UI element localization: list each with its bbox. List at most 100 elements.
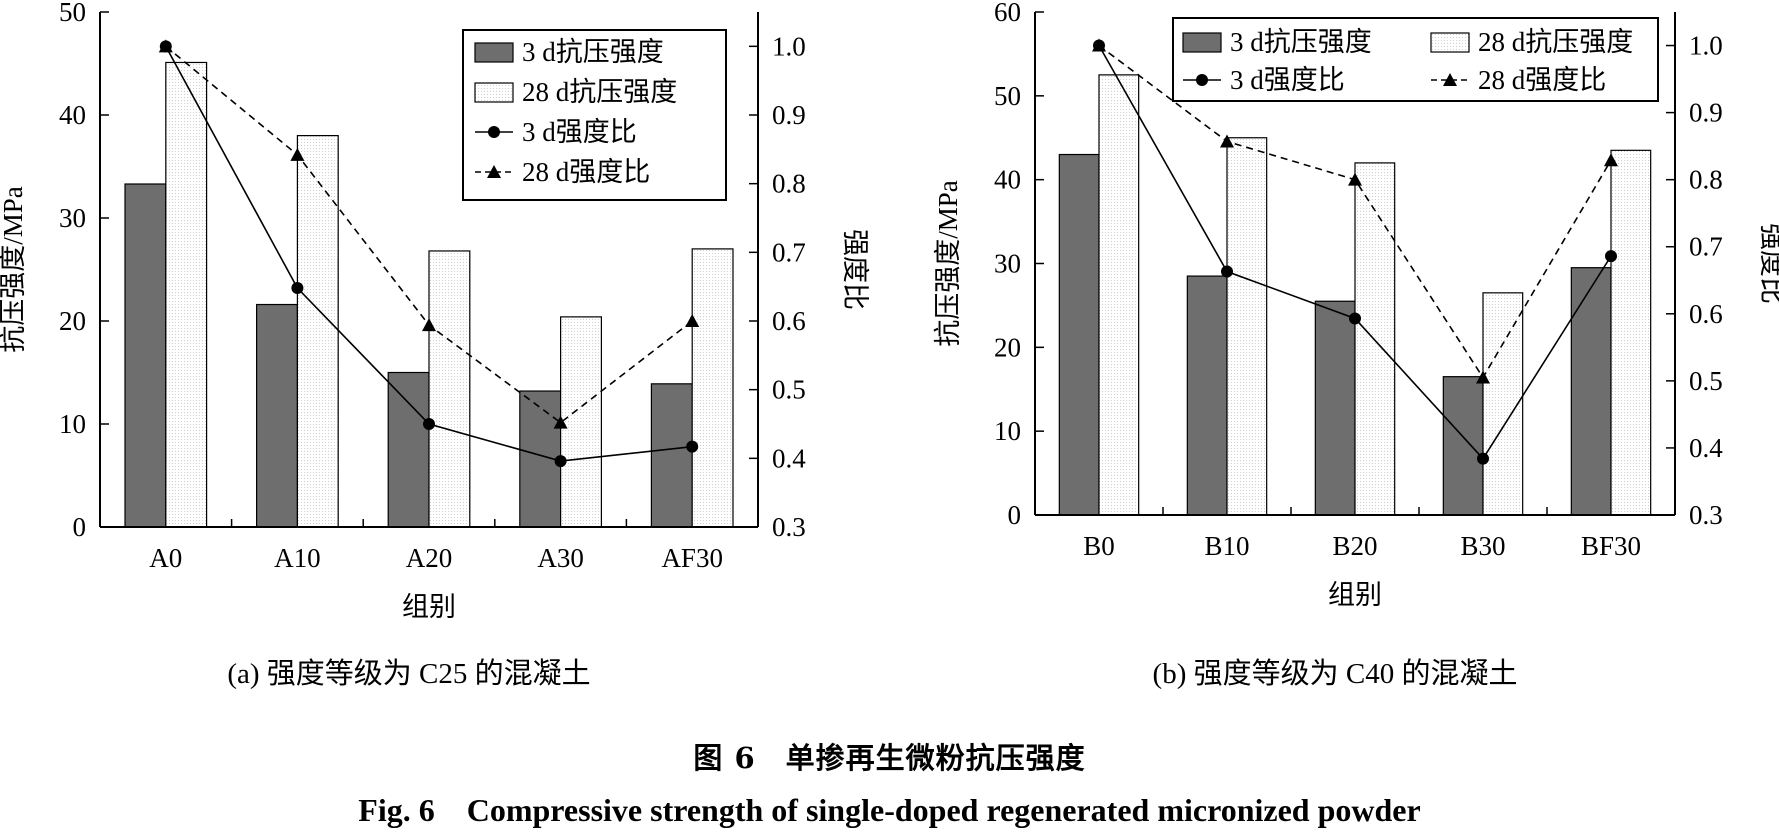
x-tick-label: BF30 xyxy=(1581,531,1641,561)
bar-3d-B20 xyxy=(1314,300,1356,516)
y-tick-label: 50 xyxy=(994,81,1021,111)
y-axis-label: 抗压强度/MPa xyxy=(933,180,963,347)
bar-28d-B20 xyxy=(1354,162,1396,516)
y-tick-label: 40 xyxy=(59,100,86,130)
point-28d-ratio-B10 xyxy=(1220,134,1234,148)
y-tick-label: 0 xyxy=(1008,500,1022,530)
bar-28d-AF30 xyxy=(691,248,734,528)
legend-symbol xyxy=(475,165,513,178)
legend-symbol xyxy=(474,82,514,103)
point-3d-ratio-AF30 xyxy=(686,440,699,453)
legend-swatch xyxy=(474,82,514,103)
legend-swatch xyxy=(1182,32,1222,53)
y2-tick-label: 0.6 xyxy=(772,306,806,336)
y-tick-label: 60 xyxy=(994,0,1021,27)
bar-28d-A20 xyxy=(428,250,471,528)
legend-swatch xyxy=(1430,32,1470,53)
legend-label: 3 d强度比 xyxy=(522,117,637,147)
point-28d-ratio-B20 xyxy=(1348,172,1362,186)
point-28d-ratio-BF30 xyxy=(1604,153,1618,167)
y-tick-label: 20 xyxy=(59,306,86,336)
point-28d-ratio-A20 xyxy=(422,318,436,332)
bar-3d-B10 xyxy=(1186,275,1228,516)
bar-28d-BF30 xyxy=(1610,149,1652,516)
legend-label: 28 d强度比 xyxy=(522,157,650,187)
point-3d-ratio-B30 xyxy=(1477,452,1489,465)
bar-28d-A0 xyxy=(165,61,208,528)
legend-label: 3 d强度比 xyxy=(1230,65,1345,95)
y2-tick-label: 0.9 xyxy=(772,100,806,130)
bar-28d-A10 xyxy=(296,135,339,528)
legend-label: 28 d抗压强度 xyxy=(1478,27,1633,57)
point-28d-ratio-AF30 xyxy=(685,314,700,327)
point-3d-ratio-A20 xyxy=(423,418,435,430)
legend-box xyxy=(1172,17,1659,102)
chart-subtitle: (b) 强度等级为 C40 的混凝土 xyxy=(1153,657,1518,690)
y2-tick-label: 0.3 xyxy=(772,512,806,542)
x-tick-label: B10 xyxy=(1204,531,1249,561)
legend-swatch xyxy=(474,42,514,63)
point-3d-ratio-B20 xyxy=(1349,312,1361,325)
y2-tick-label: 0.7 xyxy=(1689,232,1723,262)
x-tick-label: B30 xyxy=(1460,531,1505,561)
bar-3d-B30 xyxy=(1442,376,1484,516)
point-28d-ratio-A10 xyxy=(290,147,305,161)
legend: 3 d抗压强度 28 d抗压强度 3 d强度比 28 d强度比 xyxy=(462,29,727,201)
point-3d-ratio-A10 xyxy=(291,282,304,295)
y2-tick-label: 1.0 xyxy=(1689,31,1723,61)
point-3d-ratio-B0 xyxy=(1093,39,1105,52)
bar-3d-B0 xyxy=(1058,153,1100,516)
legend-marker xyxy=(487,165,501,178)
y2-tick-label: 0.4 xyxy=(772,443,806,473)
legend-label: 28 d抗压强度 xyxy=(522,77,677,107)
bar-3d-A10 xyxy=(256,303,299,528)
x-axis-label: 组别 xyxy=(1328,580,1382,610)
point-3d-ratio-A0 xyxy=(159,40,172,53)
bar-3d-A20 xyxy=(387,371,430,528)
y-tick-label: 10 xyxy=(59,409,86,439)
x-tick-label: B20 xyxy=(1332,531,1377,561)
point-3d-ratio-BF30 xyxy=(1605,250,1617,263)
legend: 3 d抗压强度 28 d抗压强度 3 d强度比 28 d强度比 xyxy=(1172,17,1659,102)
legend-label: 3 d抗压强度 xyxy=(1230,27,1372,57)
x-tick-label: AF30 xyxy=(661,543,723,573)
y2-tick-label: 0.4 xyxy=(1689,433,1723,463)
y-tick-label: 20 xyxy=(994,332,1021,362)
figure-caption-en: Fig. 6 Compressive strength of single-do… xyxy=(358,792,1421,828)
point-3d-ratio-A30 xyxy=(554,455,567,468)
legend-label: 3 d抗压强度 xyxy=(522,37,664,67)
y2-tick-label: 0.5 xyxy=(1689,366,1723,396)
y2-tick-label: 0.7 xyxy=(772,237,806,267)
y2-tick-label: 0.3 xyxy=(1689,500,1723,530)
y-tick-label: 30 xyxy=(994,249,1021,279)
legend-symbol xyxy=(475,126,513,138)
bar-28d-B10 xyxy=(1226,137,1268,516)
chart-b: 0 10 20 30 40 50 60 0.3 0.4 0.5 0.6 0.7 0.8 0.9 1.0 B0 B… xyxy=(933,0,1779,690)
y-tick-label: 40 xyxy=(994,165,1021,195)
chart-a: 0 10 20 30 40 50 0.3 0.4 0.5 0.6 0.7 0.8 0.9 1.0 A0 A10… xyxy=(0,0,870,690)
legend-marker xyxy=(488,126,500,138)
legend-symbol xyxy=(1430,32,1470,53)
legend-marker xyxy=(1443,73,1457,86)
bar-28d-B0 xyxy=(1098,74,1140,516)
figure-caption-cn: 图 6 单掺再生微粉抗压强度 xyxy=(693,741,1086,775)
y-tick-label: 10 xyxy=(994,416,1021,446)
y-tick-label: 0 xyxy=(73,512,87,542)
bar-3d-A0 xyxy=(124,183,167,528)
y-tick-label: 50 xyxy=(59,0,86,27)
y2-tick-label: 0.8 xyxy=(772,169,806,199)
chart-subtitle: (a) 强度等级为 C25 的混凝土 xyxy=(227,657,590,690)
y-axis-label: 抗压强度/MPa xyxy=(0,186,28,353)
x-axis-label: 组别 xyxy=(402,592,456,622)
x-tick-label: A20 xyxy=(406,543,453,573)
y2-tick-label: 0.8 xyxy=(1689,165,1723,195)
point-28d-ratio-B30 xyxy=(1476,370,1490,384)
y2-tick-label: 1.0 xyxy=(772,31,806,61)
point-28d-ratio-A30 xyxy=(553,415,568,429)
y2-tick-label: 0.9 xyxy=(1689,98,1723,128)
legend-symbol xyxy=(1183,74,1221,86)
x-tick-label: B0 xyxy=(1083,531,1115,561)
legend-symbol xyxy=(1182,32,1222,53)
y2-tick-label: 0.6 xyxy=(1689,299,1723,329)
y2-tick-label: 0.5 xyxy=(772,375,806,405)
